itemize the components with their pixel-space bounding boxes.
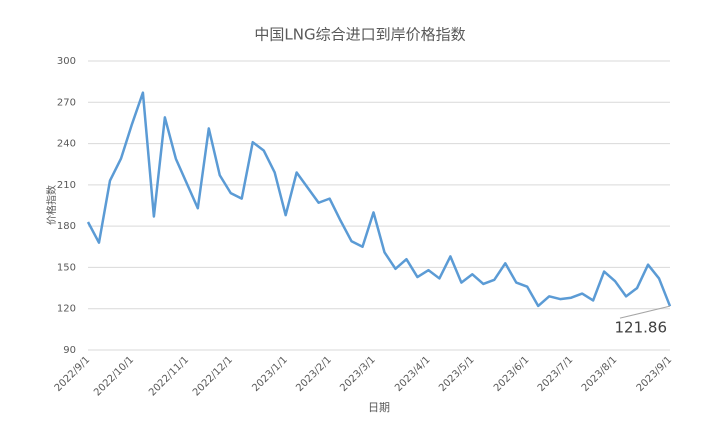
y-tick-label: 240: [57, 139, 76, 150]
x-tick-label: 2023/6/1: [492, 354, 532, 394]
data-line: [86, 91, 672, 308]
x-tick-label: 2023/9/1: [635, 354, 675, 394]
x-tick-label: 2022/12/1: [191, 354, 235, 398]
y-tick-label: 210: [57, 180, 76, 191]
leader-line: [619, 305, 671, 319]
x-tick-label: 2023/3/1: [338, 354, 378, 394]
y-tick-label: 300: [57, 56, 76, 67]
x-tick-label: 2023/7/1: [536, 354, 576, 394]
x-tick-label: 2022/9/1: [53, 354, 93, 394]
x-tick-label: 2023/1/1: [250, 354, 290, 394]
x-tick-label: 2023/8/1: [580, 354, 620, 394]
y-tick-label: 120: [57, 304, 76, 315]
x-axis-label: 日期: [368, 401, 390, 414]
y-axis-label: 价格指数: [45, 185, 58, 225]
y-tick-label: 90: [63, 345, 76, 356]
chart-title: 中国LNG综合进口到岸价格指数: [254, 26, 465, 44]
x-tick-label: 2022/11/1: [147, 354, 191, 398]
x-tick-label: 2023/4/1: [393, 354, 433, 394]
x-tick-label: 2023/5/1: [437, 354, 477, 394]
y-tick-label: 270: [57, 97, 76, 108]
y-tick-label: 180: [57, 221, 76, 232]
x-tick-label: 2022/10/1: [92, 354, 136, 398]
x-tick-label: 2023/2/1: [294, 354, 334, 394]
value-label: 121.86: [615, 319, 668, 337]
y-tick-label: 150: [57, 262, 76, 273]
